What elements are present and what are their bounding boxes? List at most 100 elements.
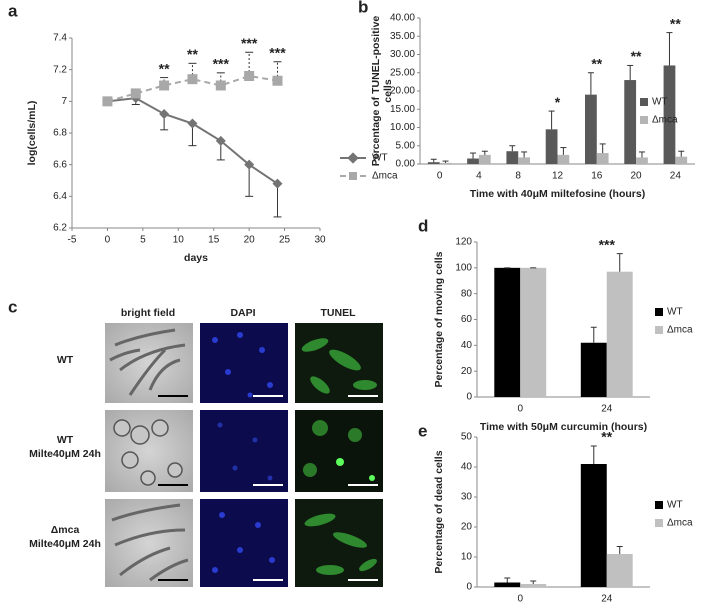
y-tick-label: 120 (455, 237, 472, 248)
cells (109, 328, 186, 396)
bar (506, 151, 519, 164)
y-tick-label: 20 (461, 366, 473, 377)
bar (636, 157, 648, 164)
bar (439, 162, 452, 164)
row-label: Δmca (51, 524, 80, 536)
y-tick-label: 6.6 (53, 159, 67, 170)
x-tick-label: 15 (208, 235, 220, 246)
y-tick-label: 20 (461, 522, 473, 533)
legend-swatch (640, 98, 648, 106)
bar (596, 153, 609, 164)
marker (187, 74, 198, 85)
y-tick-label: 30 (461, 492, 473, 503)
bar (557, 154, 570, 164)
chart: b 0.00 5.00 10.00 15.00 20.00 25.00 30.00 35.00 4… (358, 0, 695, 200)
bar (478, 154, 491, 164)
x-tick-label: 4 (476, 171, 482, 182)
row-label: WT (57, 434, 74, 446)
marker (272, 178, 283, 189)
legend-marker (349, 172, 357, 180)
significance: ** (159, 60, 170, 76)
y-tick-label: 50 (461, 432, 473, 443)
cells (304, 513, 377, 575)
significance: ** (187, 46, 198, 62)
bar (624, 80, 637, 164)
y-tick-label: 100 (455, 262, 472, 273)
panel-label: b (358, 0, 368, 16)
x-tick-label: 24 (601, 594, 613, 603)
bar (663, 65, 676, 164)
y-tick-label: 40 (461, 340, 473, 351)
y-tick-label: 6.4 (53, 191, 67, 202)
x-tick-label: 20 (631, 171, 643, 182)
x-tick-label: 5 (140, 235, 146, 246)
column-header: DAPI (230, 307, 255, 319)
significance: ** (631, 48, 642, 64)
legend-label: Δmca (667, 325, 693, 336)
legend-label: WT (667, 307, 683, 318)
legend-label: WT (667, 500, 683, 511)
y-tick-label: 20.00 (390, 86, 415, 97)
x-tick-label: 0 (517, 404, 523, 415)
y-tick-label: 0 (466, 582, 472, 593)
cells (113, 419, 183, 486)
legend-label: Δmca (372, 171, 398, 182)
x-axis-title: Time with 40μM miltefosine (hours) (470, 188, 645, 200)
bar (494, 267, 521, 397)
bar (585, 94, 597, 164)
significance: *** (599, 236, 616, 252)
bar (427, 162, 440, 164)
significance: ** (670, 15, 681, 31)
legend-label: WT (372, 153, 388, 164)
panel-label: e (418, 421, 427, 440)
panel-c: c bright field DAPI TUNEL WT WT Milte40μ… (8, 297, 383, 587)
dapi-image (200, 323, 288, 403)
x-tick-label: 25 (279, 235, 291, 246)
significance: ** (601, 429, 612, 445)
legend-swatch (655, 501, 663, 509)
chart: e 0 10 20 30 40 50 Percentage of dead cells Time… (418, 421, 693, 604)
y-tick-label: 6.8 (53, 128, 67, 139)
y-tick-label: 6.2 (53, 223, 67, 234)
x-tick-label: 24 (670, 171, 682, 182)
row-label: Milte40μM 24h (29, 538, 101, 550)
y-tick-label: 15.00 (390, 104, 415, 115)
x-tick-label: 12 (552, 171, 564, 182)
cells (301, 338, 377, 394)
x-tick-label: 8 (515, 171, 521, 182)
x-tick-label: 30 (314, 235, 326, 246)
x-axis-title: days (184, 252, 208, 264)
dapi-image (200, 499, 288, 587)
marker (272, 75, 283, 86)
x-axis-title: Time with 50μM curcumin (hours) (480, 421, 647, 433)
marker (244, 159, 255, 170)
y-axis-title: cells (382, 79, 394, 103)
panel-label: c (8, 297, 17, 316)
x-tick-label: 0 (517, 594, 523, 603)
y-axis-title: Percentage of TUNEL-positive (370, 16, 382, 167)
bar (580, 342, 607, 397)
chart: a 6.2 6.4 6.6 6.8 7 7.2 7.4 log(cells/mL) days -5 0… (8, 1, 398, 263)
legend-label: Δmca (652, 115, 678, 126)
y-tick-label: 40 (461, 462, 473, 473)
y-tick-label: 35.00 (390, 31, 415, 42)
bar (467, 158, 479, 164)
column-header: bright field (121, 307, 175, 319)
row-label: WT (57, 354, 74, 366)
image-grid (105, 323, 383, 587)
y-tick-label: 0 (466, 392, 472, 403)
significance: *** (269, 44, 286, 60)
legend-swatch (655, 308, 663, 316)
legend-swatch (640, 116, 648, 124)
panel-label: a (8, 1, 18, 20)
y-tick-label: 80 (461, 288, 473, 299)
y-tick-label: 10 (461, 552, 473, 563)
x-tick-label: -5 (68, 235, 77, 246)
legend-swatch (655, 326, 663, 334)
x-tick-label: 0 (437, 171, 443, 182)
bar (518, 157, 530, 164)
marker (215, 135, 226, 146)
bar (545, 129, 558, 164)
legend-label: Δmca (667, 518, 693, 529)
y-tick-label: 0.00 (396, 159, 416, 170)
